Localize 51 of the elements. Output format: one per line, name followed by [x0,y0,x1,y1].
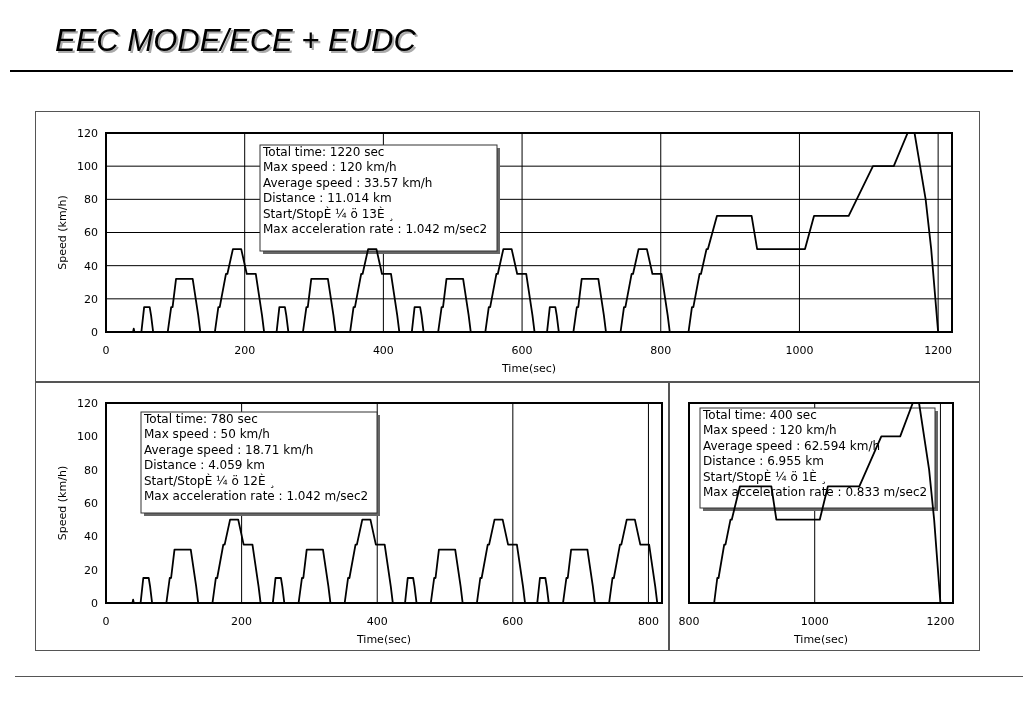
x-tick-label: 1000 [785,343,814,357]
y-tick-label: 120 [77,126,98,140]
annotation: Average speed : 33.57 km/h [263,175,434,192]
chart-title: EEC MODE/ECE + EUDC [55,23,416,59]
annotation: Max speed : 120 km/h [263,160,398,176]
y-axis-title: Speed (km/h) [55,195,69,270]
x-tick-label: 600 [511,343,533,357]
x-tick-label: 800 [650,343,672,357]
x-tick-label: 0 [102,614,110,628]
x-tick-label: 400 [372,343,394,357]
y-tick-label: 20 [84,292,98,306]
x-tick-label: 1000 [800,614,829,628]
x-tick-label: 600 [502,614,524,628]
x-tick-label: 400 [366,614,388,628]
annotation: Distance : 11.014 km [263,191,393,206]
x-tick-label: 200 [234,343,256,357]
annotation: Distance : 4.059 km [144,458,266,473]
y-tick-label: 60 [84,226,98,240]
x-tick-label: 800 [637,614,659,628]
annotation: Max acceleration rate : 1.042 m/sec2 [144,489,369,505]
annotation: Start/StopÈ ¼ ö 13È ¸ [263,206,396,223]
annotation: Total time: 1220 sec [263,145,386,161]
y-tick-label: 60 [84,496,98,510]
x-axis-title: Time(sec) [792,633,849,646]
x-tick-label: 800 [678,614,700,628]
y-tick-label: 20 [84,563,98,577]
annotation: Start/StopÈ ¼ ö 12È ¸ [144,473,277,490]
annotation: Distance : 6.955 km [703,454,825,469]
y-tick-label: 40 [84,530,98,544]
x-tick-label: 1200 [926,614,955,628]
y-axis-title: Speed (km/h) [55,465,69,541]
annotation: Total time: 400 sec [703,408,818,424]
y-tick-label: 0 [91,325,98,339]
y-tick-label: 80 [84,193,98,207]
y-tick-label: 40 [84,259,98,273]
y-tick-label: 120 [77,396,98,410]
x-tick-label: 0 [102,343,110,357]
annotation: Max acceleration rate : 1.042 m/sec2 [263,222,488,238]
annotation: Start/StopÈ ¼ ö 1È ¸ [703,469,828,486]
x-axis-title: Time(sec) [500,362,557,375]
annotation: Average speed : 18.71 km/h [144,442,315,459]
annotation: Max speed : 50 km/h [144,427,271,443]
annotation: Max speed : 120 km/h [703,423,838,439]
y-tick-label: 80 [84,463,98,477]
x-axis-title: Time(sec) [355,633,412,646]
annotation: Total time: 780 sec [144,412,259,428]
y-tick-label: 0 [91,596,98,610]
y-tick-label: 100 [77,160,98,174]
x-tick-label: 200 [231,614,253,628]
x-tick-label: 1200 [924,343,953,357]
y-tick-label: 100 [77,430,98,444]
